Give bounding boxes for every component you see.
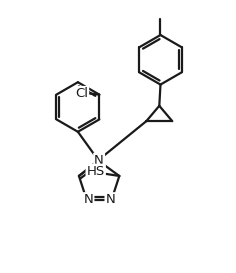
Text: N: N [84,193,93,206]
Text: HS: HS [87,165,105,178]
Text: Cl: Cl [75,87,88,100]
Text: N: N [105,193,115,206]
Text: N: N [94,154,104,167]
